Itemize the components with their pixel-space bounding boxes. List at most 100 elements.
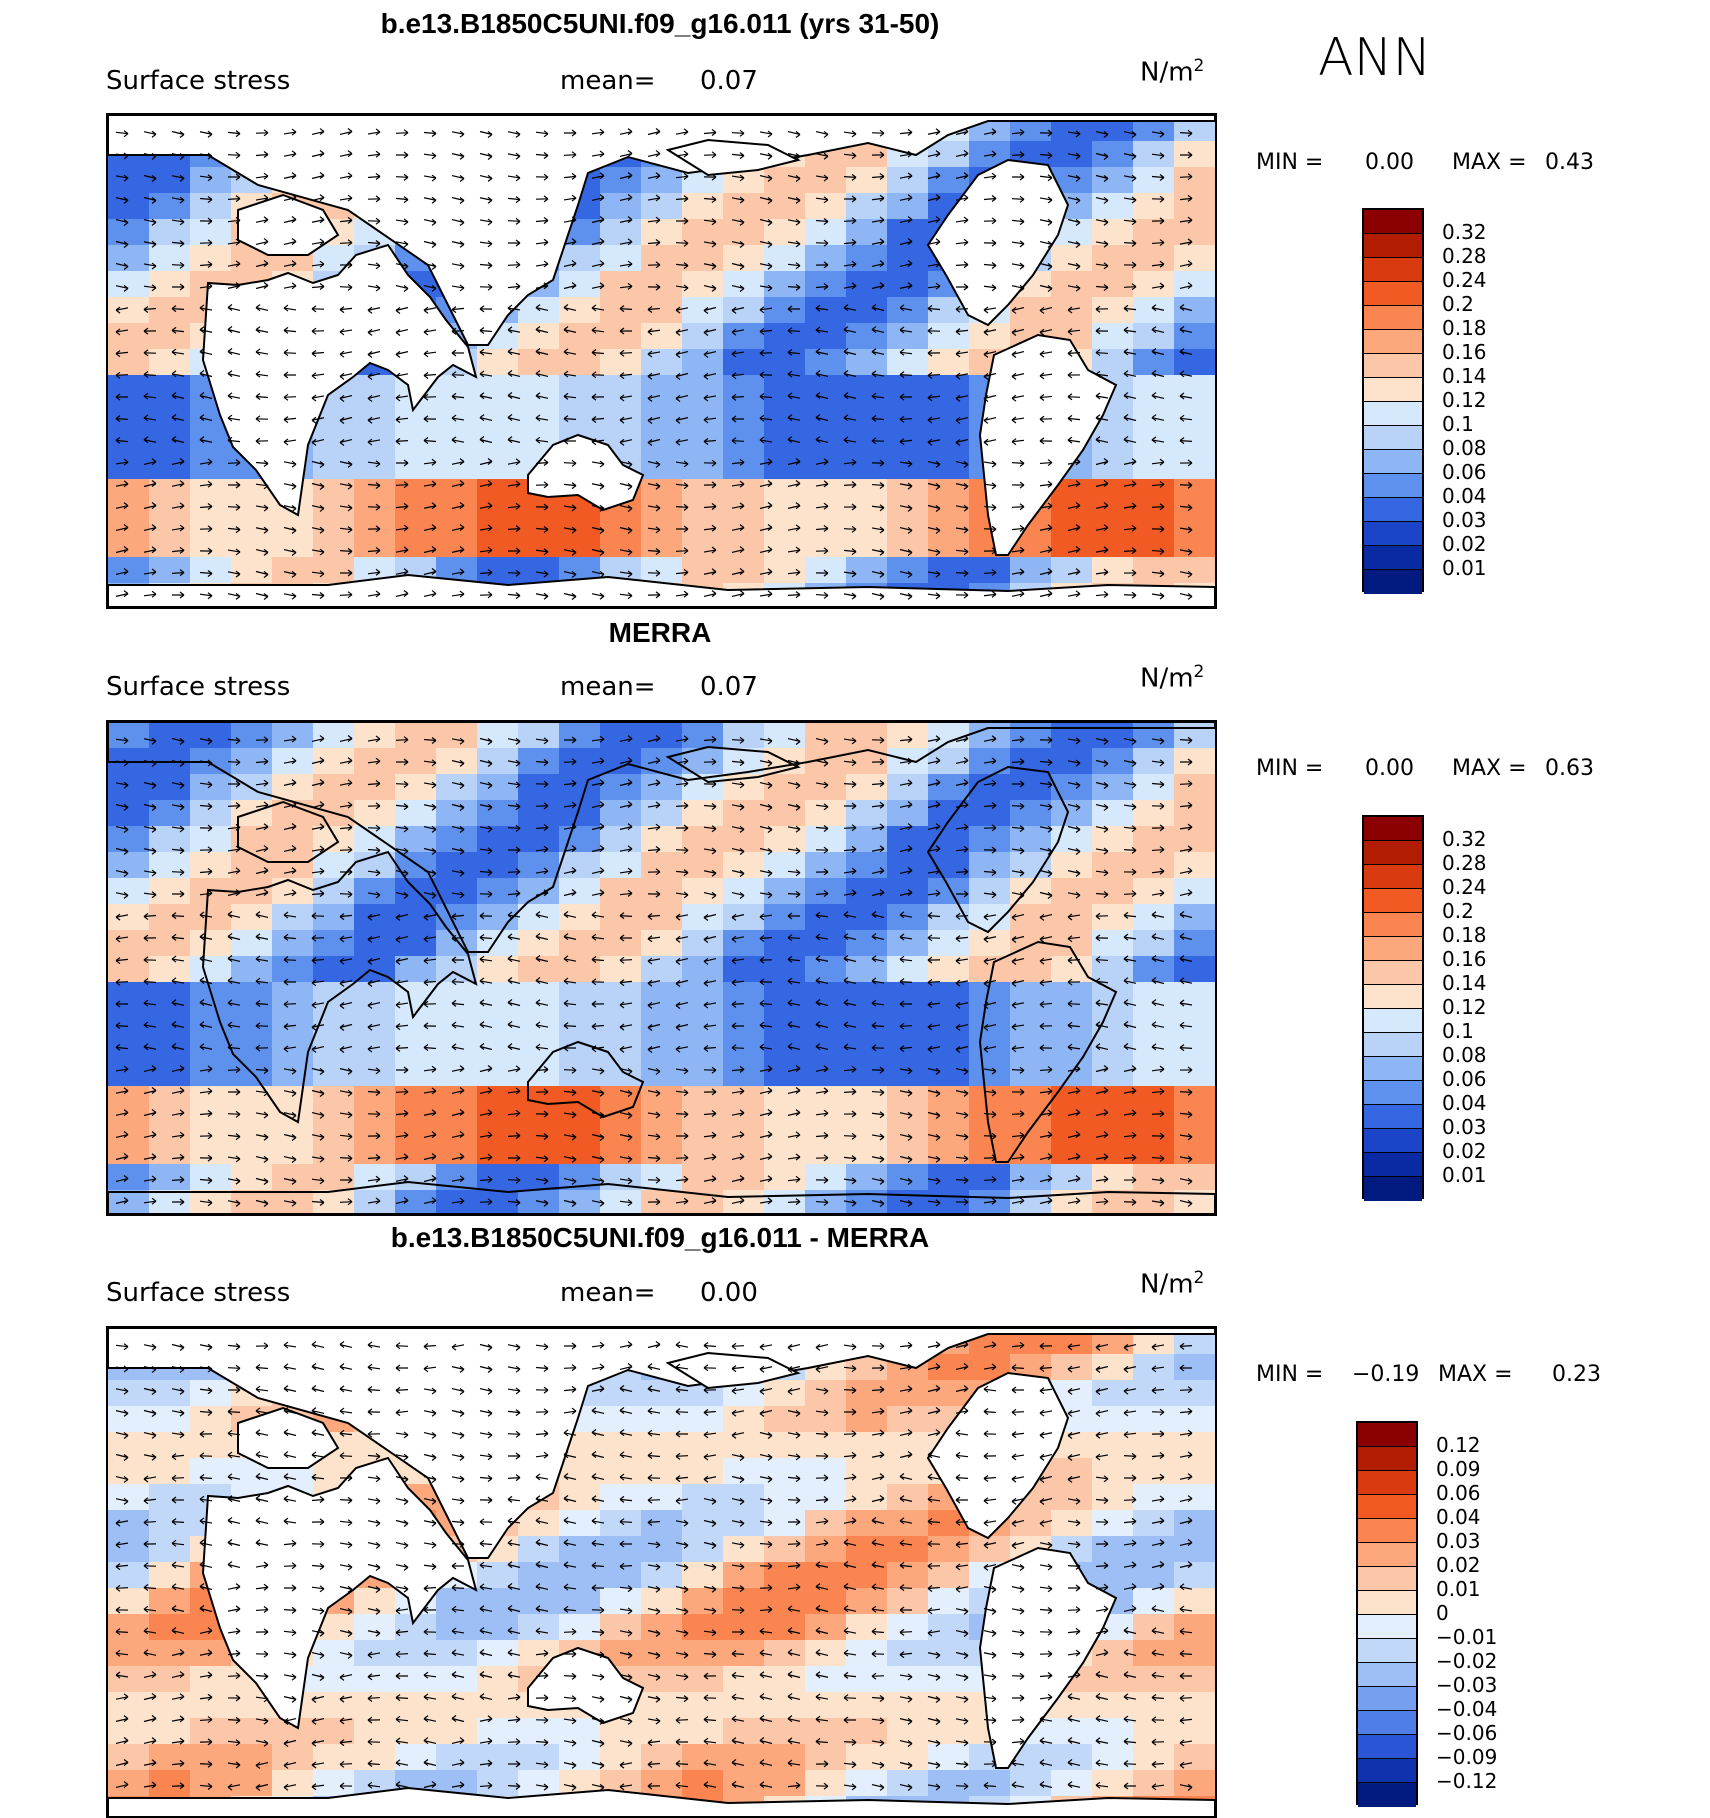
stress-vector: [396, 177, 408, 178]
field-cell: [395, 930, 437, 957]
field-cell: [436, 826, 478, 853]
colorbar-tick-label: 0.32: [1442, 222, 1487, 242]
field-cell: [723, 800, 765, 827]
field-cell: [436, 1692, 478, 1719]
field-cell: [272, 1138, 314, 1165]
field-cell: [190, 1666, 232, 1693]
stress-vector: [1124, 894, 1136, 895]
field-cell: [518, 722, 560, 749]
field-cell: [1133, 193, 1175, 220]
field-cell: [559, 722, 601, 749]
field-cell: [805, 531, 847, 558]
field-cell: [108, 479, 150, 506]
field-cell: [682, 1432, 724, 1459]
field-cell: [846, 323, 888, 350]
stress-vector: [508, 221, 520, 222]
field-cell: [395, 1666, 437, 1693]
field-cell: [313, 1666, 355, 1693]
field-cell: [682, 1164, 724, 1191]
field-cell: [641, 401, 683, 428]
colorbar-tick-label: 0.03: [1442, 1117, 1487, 1137]
colorbar-tick-label: 0.01: [1442, 1165, 1487, 1185]
field-cell: [518, 1718, 560, 1745]
field-cell: [190, 1060, 232, 1087]
field-cell: [559, 1614, 601, 1641]
field-cell: [313, 1692, 355, 1719]
field-cell: [477, 505, 519, 532]
stress-vector: [340, 894, 352, 895]
panel-3-map: [106, 1326, 1217, 1818]
field-cell: [108, 1406, 150, 1433]
field-cell: [1174, 852, 1215, 879]
field-cell: [600, 1458, 642, 1485]
field-cell: [518, 531, 560, 558]
field-cell: [1051, 1510, 1093, 1537]
field-cell: [928, 505, 970, 532]
field-cell: [764, 722, 806, 749]
field-cell: [682, 375, 724, 402]
field-cell: [1092, 479, 1134, 506]
field-cell: [641, 453, 683, 480]
field-cell: [313, 930, 355, 957]
field-cell: [108, 193, 150, 220]
colorbar-tick-label: 0.16: [1442, 949, 1487, 969]
field-cell: [723, 1432, 765, 1459]
field-cell: [682, 1666, 724, 1693]
field-cell: [805, 401, 847, 428]
field-cell: [846, 1008, 888, 1035]
field-cell: [518, 1086, 560, 1113]
field-cell: [887, 1536, 929, 1563]
field-cell: [887, 982, 929, 1009]
field-cell: [805, 193, 847, 220]
field-cell: [1174, 878, 1215, 905]
field-cell: [723, 1086, 765, 1113]
field-cell: [1133, 505, 1175, 532]
field-cell: [764, 193, 806, 220]
field-cell: [723, 1614, 765, 1641]
field-cell: [641, 1060, 683, 1087]
field-cell: [600, 904, 642, 931]
field-cell: [108, 1138, 150, 1165]
field-cell: [969, 878, 1011, 905]
field-cell: [682, 349, 724, 376]
colorbar-swatch: [1364, 1177, 1422, 1201]
colorbar-swatch: [1364, 450, 1422, 474]
colorbar-swatch: [1364, 498, 1422, 522]
field-cell: [108, 349, 150, 376]
field-cell: [641, 722, 683, 749]
field-cell: [723, 956, 765, 983]
stress-vector: [564, 1070, 576, 1071]
field-cell: [1133, 245, 1175, 272]
field-cell: [764, 1718, 806, 1745]
field-cell: [887, 774, 929, 801]
field-cell: [723, 453, 765, 480]
stress-vector: [676, 199, 688, 200]
field-cell: [108, 956, 150, 983]
field-cell: [231, 852, 273, 879]
field-cell: [354, 1112, 396, 1139]
field-cell: [1051, 904, 1093, 931]
field-cell: [928, 1614, 970, 1641]
field-cell: [1051, 1458, 1093, 1485]
field-cell: [395, 1112, 437, 1139]
field-cell: [764, 1406, 806, 1433]
field-cell: [928, 1164, 970, 1191]
field-cell: [395, 479, 437, 506]
field-cell: [1092, 852, 1134, 879]
field-cell: [887, 1380, 929, 1407]
field-cell: [231, 722, 273, 749]
colorbar-swatch: [1364, 1153, 1422, 1177]
field-cell: [600, 1536, 642, 1563]
field-cell: [272, 557, 314, 584]
field-cell: [682, 852, 724, 879]
colorbar-swatch: [1364, 378, 1422, 402]
field-cell: [600, 297, 642, 324]
field-cell: [887, 800, 929, 827]
colorbar-swatch: [1364, 354, 1422, 378]
field-cell: [600, 1380, 642, 1407]
field-cell: [149, 1138, 191, 1165]
stress-vector: [452, 375, 464, 376]
field-cell: [805, 800, 847, 827]
field-cell: [928, 1718, 970, 1745]
field-cell: [190, 904, 232, 931]
